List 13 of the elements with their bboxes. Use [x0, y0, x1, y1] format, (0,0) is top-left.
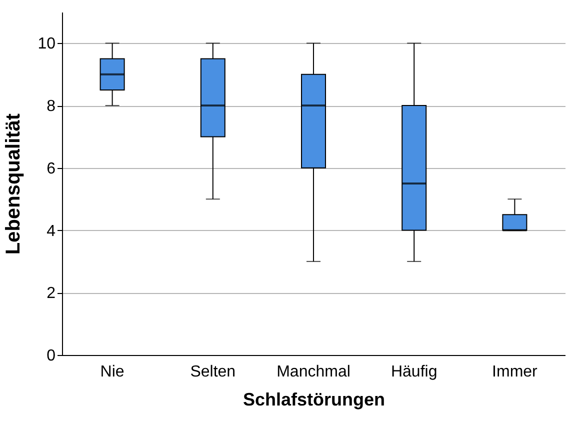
y-tick-label: 2	[46, 285, 56, 302]
y-tick-label: 0	[46, 348, 56, 364]
y-tick-label: 4	[46, 222, 56, 240]
x-tick-label: Selten	[190, 364, 236, 380]
x-tick-label: Häufig	[390, 364, 438, 380]
y-tick-label: 10	[38, 36, 56, 53]
y-axis-title: Lebensqualität	[2, 113, 25, 255]
x-tick-label: Nie	[100, 364, 124, 380]
y-tick-label: 6	[46, 160, 56, 178]
x-tick-label: Manchmal	[276, 364, 350, 380]
x-axis-title: Schlafstörungen	[242, 390, 386, 410]
y-tick-label: 8	[46, 98, 56, 116]
x-tick-label: Immer	[492, 364, 538, 380]
